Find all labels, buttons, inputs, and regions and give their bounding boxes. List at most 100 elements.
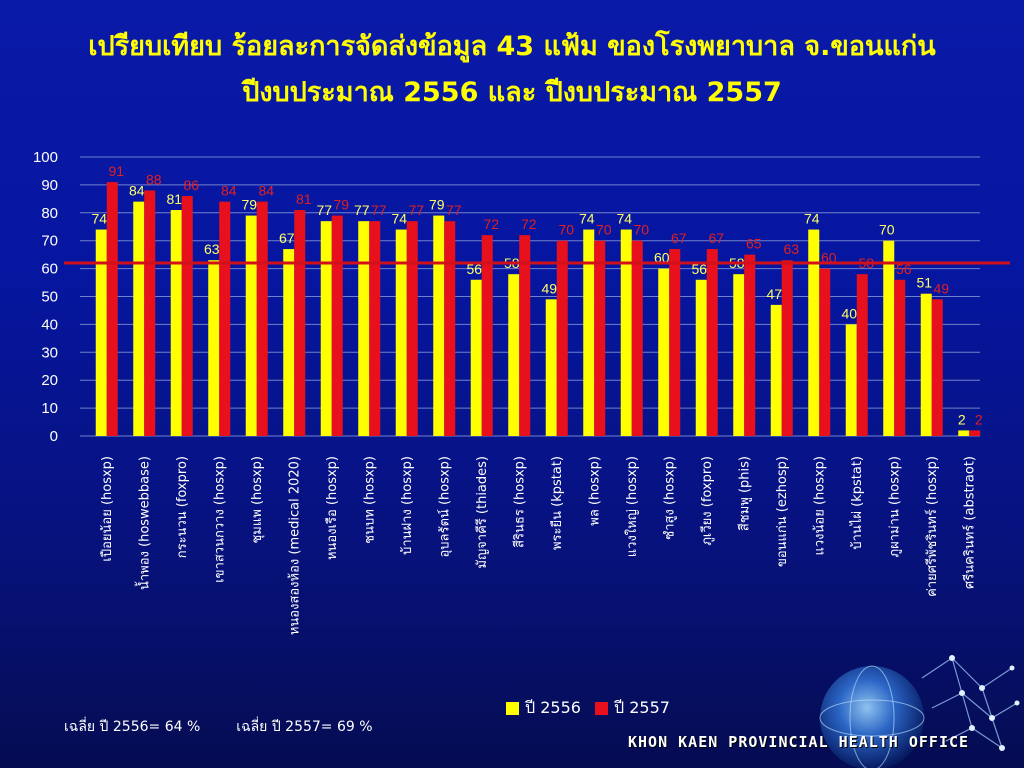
data-label-2557-23: 2 — [975, 411, 983, 427]
bar-2556-0 — [95, 229, 107, 436]
bar-2556-20 — [845, 324, 857, 436]
bar-2556-22 — [920, 293, 932, 436]
x-tick-label-1: น้ำพอง (hoswebbase) — [134, 456, 152, 590]
bar-2556-6 — [320, 221, 332, 436]
y-tick-label-10: 10 — [41, 400, 58, 417]
x-tick-label-15: ซำสูง (hosxp) — [662, 456, 677, 540]
bar-2556-7 — [358, 221, 370, 436]
y-tick-label-0: 0 — [50, 428, 58, 445]
x-tick-label-22: ค่ายศรีพัชรินทร์ (hosxp) — [924, 456, 940, 597]
bar-2556-23 — [958, 430, 970, 436]
y-tick-label-20: 20 — [41, 372, 58, 389]
legend-item-2556: ปี 2556 — [506, 696, 581, 721]
bar-2557-4 — [256, 201, 268, 436]
data-label-2557-18: 63 — [783, 241, 799, 257]
data-label-2557-3: 84 — [221, 183, 237, 199]
x-tick-label-19: แวงน้อย (hosxp) — [812, 456, 827, 556]
bar-2556-13 — [583, 229, 595, 436]
bar-2557-16 — [706, 249, 718, 436]
bar-2556-2 — [170, 210, 182, 436]
data-label-2556-1: 84 — [129, 183, 145, 199]
y-tick-label-30: 30 — [41, 344, 58, 361]
bar-2556-9 — [433, 215, 445, 436]
x-tick-label-6: หนองเรือ (hosxp) — [324, 456, 340, 560]
title-line-1: เปรียบเทียบ ร้อยละการจัดส่งข้อมูล 43 แฟ้… — [88, 31, 936, 62]
x-tick-label-9: อุบลรัตน์ (hosxp) — [436, 456, 452, 558]
data-label-2556-8: 74 — [391, 211, 407, 227]
footer-organization: KHON KAEN PROVINCIAL HEALTH OFFICE — [628, 733, 970, 751]
x-tick-label-14: แวงใหญ่ (hosxp) — [624, 456, 640, 557]
bar-2557-3 — [219, 201, 231, 436]
title-line-2: ปีงบประมาณ 2556 และ ปีงบประมาณ 2557 — [242, 77, 782, 108]
x-tick-label-3: เขาสวนกวาง (hosxp) — [212, 456, 227, 583]
y-tick-label-60: 60 — [41, 261, 58, 278]
bar-2556-10 — [470, 279, 482, 436]
legend-swatch-2556 — [506, 702, 519, 715]
data-label-2556-10: 56 — [466, 261, 482, 277]
legend-item-2557: ปี 2557 — [594, 696, 670, 721]
data-label-2557-6: 79 — [333, 197, 349, 213]
data-label-2557-16: 67 — [708, 230, 724, 246]
x-tick-label-18: ขอนแก่น (ezhosp) — [775, 456, 790, 567]
data-label-2556-20: 40 — [841, 305, 857, 321]
bar-2557-8 — [406, 221, 418, 436]
data-label-2557-0: 91 — [108, 163, 124, 179]
x-tick-label-17: สีชมพู (phis) — [736, 456, 752, 531]
bar-2556-21 — [883, 240, 895, 436]
data-label-2556-16: 56 — [691, 261, 707, 277]
bar-2557-15 — [669, 249, 681, 436]
y-tick-label-50: 50 — [41, 289, 58, 306]
bar-2557-1 — [144, 190, 156, 436]
average-2557: เฉลี่ย ปี 2557= 69 % — [236, 719, 373, 735]
bar-2557-17 — [744, 254, 756, 436]
bar-2557-7 — [369, 221, 381, 436]
bar-2557-6 — [331, 215, 343, 436]
x-tick-label-5: หนองสองห้อง (medical 2020) — [287, 456, 302, 635]
legend-label-2556: ปี 2556 — [525, 698, 581, 717]
data-label-2557-11: 72 — [521, 216, 537, 232]
bar-2557-18 — [781, 260, 793, 436]
data-label-2556-22: 51 — [916, 275, 932, 291]
data-label-2556-0: 74 — [91, 211, 107, 227]
data-label-2556-12: 49 — [541, 280, 557, 296]
chart-title: เปรียบเทียบ ร้อยละการจัดส่งข้อมูล 43 แฟ้… — [0, 24, 1024, 116]
legend-label-2557: ปี 2557 — [613, 698, 670, 717]
data-label-2556-13: 74 — [579, 211, 595, 227]
x-tick-label-12: พระยืน (kpstat) — [549, 456, 565, 550]
y-tick-label-40: 40 — [41, 316, 58, 333]
data-label-2556-7: 77 — [354, 202, 370, 218]
bar-2557-19 — [819, 268, 831, 436]
y-tick-label-70: 70 — [41, 233, 58, 250]
x-tick-label-8: บ้านฝาง (hosxp) — [400, 456, 415, 555]
bar-2556-16 — [695, 279, 707, 436]
data-label-2557-12: 70 — [558, 222, 574, 238]
bar-2556-1 — [133, 201, 145, 436]
bar-2556-11 — [508, 274, 520, 436]
bar-2556-8 — [395, 229, 407, 436]
x-tick-label-23: ศรีนครินทร์ (abstraot) — [961, 456, 977, 589]
data-label-2556-2: 81 — [166, 191, 182, 207]
x-tick-label-10: มัญจาคีรี (thiades) — [474, 456, 490, 568]
average-2556: เฉลี่ย ปี 2556= 64 % — [64, 719, 201, 735]
y-tick-label-90: 90 — [41, 177, 58, 194]
bar-2557-10 — [481, 235, 493, 436]
x-tick-label-16: ภูเวียง (foxpro) — [699, 456, 715, 546]
data-label-2556-21: 70 — [879, 222, 895, 238]
bar-2557-12 — [556, 240, 568, 436]
data-label-2557-17: 65 — [746, 236, 762, 252]
data-label-2557-10: 72 — [483, 216, 499, 232]
bar-2557-11 — [519, 235, 531, 436]
x-tick-label-2: กระนวน (foxpro) — [175, 456, 190, 558]
bar-2557-5 — [294, 210, 306, 436]
data-label-2557-7: 77 — [371, 202, 387, 218]
legend-swatch-2557 — [594, 702, 608, 715]
bar-2556-19 — [808, 229, 820, 436]
bar-2557-20 — [856, 274, 868, 436]
data-label-2556-6: 77 — [316, 202, 332, 218]
bar-2556-12 — [545, 299, 557, 436]
x-tick-label-20: บ้านไผ่ (kpstat) — [849, 456, 865, 550]
data-label-2557-9: 77 — [446, 202, 462, 218]
data-label-2556-5: 67 — [279, 230, 295, 246]
data-label-2557-4: 84 — [258, 183, 274, 199]
